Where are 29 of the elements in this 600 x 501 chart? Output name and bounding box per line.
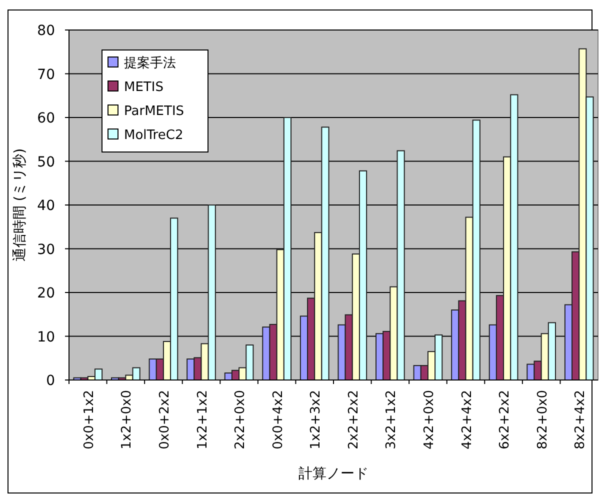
legend-label: METIS bbox=[124, 80, 164, 95]
legend-label: 提案手法 bbox=[124, 55, 176, 71]
x-tick-label: 1x2+3x2 bbox=[308, 390, 324, 450]
y-tick-label: 70 bbox=[37, 66, 55, 83]
x-axis-title: 計算ノード bbox=[298, 466, 368, 482]
x-tick-label: 0x0+1x2 bbox=[82, 390, 97, 450]
x-tick-label: 4x2+4x2 bbox=[460, 390, 475, 450]
x-tick-label: 2x2+0x0 bbox=[233, 390, 248, 450]
y-tick-label: 80 bbox=[37, 23, 55, 39]
y-tick-label: 40 bbox=[37, 198, 55, 214]
y-tick-label: 20 bbox=[37, 286, 55, 302]
y-tick-label: 30 bbox=[37, 242, 55, 258]
y-axis-title: 通信時間 (ミリ秒) bbox=[12, 148, 28, 262]
y-tick-label: 10 bbox=[37, 329, 55, 346]
y-tick-label: 60 bbox=[37, 110, 55, 126]
x-tick-label: 8x2+0x0 bbox=[535, 390, 550, 450]
x-tick-label: 2x2+2x2 bbox=[346, 390, 362, 450]
x-tick-label: 0x0+2x2 bbox=[157, 390, 172, 450]
x-tick-label: 0x0+4x2 bbox=[270, 390, 286, 450]
legend-label: MolTreC2 bbox=[124, 128, 184, 143]
y-tick-label: 50 bbox=[37, 154, 55, 170]
legend-label: ParMETIS bbox=[124, 104, 184, 119]
x-tick-label: 1x2+0x0 bbox=[120, 390, 135, 450]
x-tick-label: 4x2+0x0 bbox=[422, 390, 437, 450]
x-tick-label: 3x2+1x2 bbox=[384, 390, 400, 450]
x-tick-label: 6x2+2x2 bbox=[498, 390, 513, 450]
x-tick-label: 1x2+1x2 bbox=[195, 390, 210, 450]
y-tick-label: 0 bbox=[46, 373, 55, 389]
x-tick-label: 8x2+4x2 bbox=[573, 390, 588, 450]
